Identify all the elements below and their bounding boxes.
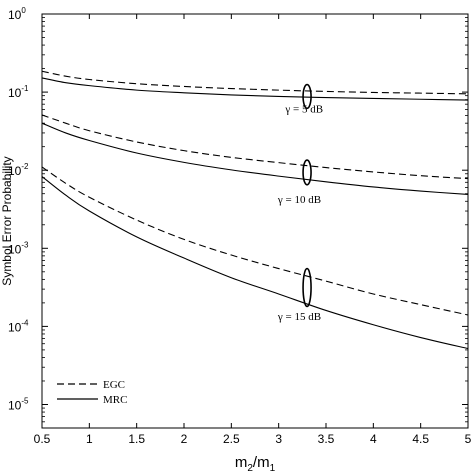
series-line-egc-5dB (41, 70, 469, 95)
x-tick-label: 4.5 (412, 432, 429, 446)
plot-area-frame (41, 13, 469, 429)
x-tick-label: 3 (275, 432, 282, 446)
x-tick-label: 0.5 (34, 432, 51, 446)
y-tick-label: 10-4 (8, 318, 29, 334)
y-tick-label-exponent: -1 (21, 84, 29, 93)
x-tick-label: 5 (465, 432, 472, 446)
annotation-layer: γ = 5 dB γ = 10 dB γ = 15 dB (277, 83, 323, 323)
annotation-label: γ = 15 dB (277, 311, 321, 323)
y-tick-label-base: 10 (8, 398, 22, 412)
x-tick-label: 4 (370, 432, 377, 446)
x-tick-label: 1.5 (128, 432, 145, 446)
y-axis-label: Symbol Error Probability (0, 156, 14, 285)
y-tick-label-base: 10 (8, 242, 22, 256)
x-axis-label-sep: /m (253, 454, 270, 471)
series-line-mrc-10dB (41, 122, 469, 195)
x-axis-label-sub1: 2 (247, 463, 253, 474)
legend: EGC MRC (57, 379, 127, 406)
y-tick-label: 10-1 (8, 84, 29, 100)
y-tick-label-exponent: -3 (21, 240, 29, 249)
y-tick-label: 100 (8, 6, 26, 22)
x-axis-label-main: m (235, 454, 248, 471)
series-line-egc-10dB (41, 114, 469, 180)
y-tick-label-exponent: 0 (21, 6, 26, 15)
y-tick-label: 10-5 (8, 396, 29, 412)
annotation-label: γ = 5 dB (284, 103, 323, 115)
x-tick-label: 3.5 (318, 432, 335, 446)
y-tick-label: 10-3 (8, 240, 29, 256)
y-tick-label-base: 10 (8, 8, 22, 22)
annotation-ring (302, 159, 312, 186)
y-tick-label-base: 10 (8, 164, 22, 178)
data-series-layer (41, 70, 469, 350)
axis-ticks-layer: 0.5 1 1.5 2 2.5 3 3.5 4 4.5 510010-110-210-310-41… (8, 6, 472, 446)
annotation-ring (302, 83, 312, 110)
x-axis-label-sub2: 1 (270, 463, 276, 474)
y-tick-label-base: 10 (8, 320, 22, 334)
x-tick-label: 1 (86, 432, 93, 446)
y-tick-label-exponent: -4 (21, 318, 29, 327)
legend-label-mrc: MRC (103, 394, 127, 406)
series-line-mrc-5dB (41, 77, 469, 101)
y-tick-label-base: 10 (8, 86, 22, 100)
series-line-mrc-15dB (41, 176, 469, 350)
legend-label-egc: EGC (103, 379, 125, 391)
x-tick-label: 2 (181, 432, 188, 446)
y-tick-label: 10-2 (8, 162, 29, 178)
y-tick-label-exponent: -5 (21, 396, 29, 405)
y-tick-label-exponent: -2 (21, 162, 29, 171)
x-tick-label: 2.5 (223, 432, 240, 446)
series-line-egc-15dB (41, 166, 469, 316)
annotation-ring (302, 267, 312, 308)
x-axis-label: m2/m1 (235, 454, 276, 474)
annotation-label: γ = 10 dB (277, 194, 321, 206)
